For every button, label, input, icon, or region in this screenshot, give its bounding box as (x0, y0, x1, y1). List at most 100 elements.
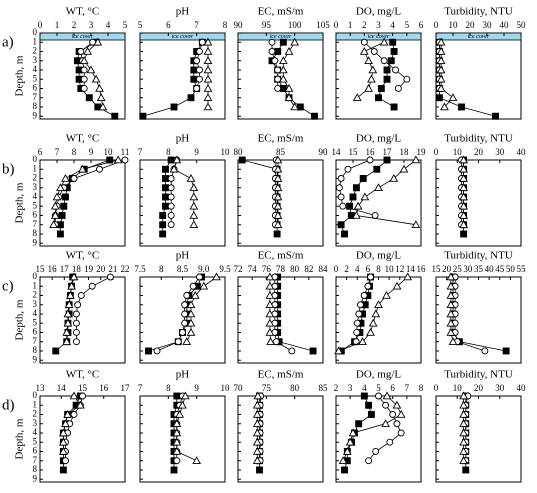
square-marker (352, 184, 360, 192)
circle-marker (274, 85, 282, 92)
x-tick-label: 95 (262, 20, 272, 30)
x-tick-label: 8 (166, 147, 171, 157)
triangle-marker (252, 400, 262, 409)
circle-marker (72, 338, 80, 346)
circle-marker (193, 57, 201, 65)
x-tick-label: 16 (48, 264, 58, 274)
square-marker (58, 212, 66, 219)
panel-title: pH (176, 133, 190, 145)
triangle-marker (436, 65, 446, 74)
ice-cover (139, 32, 226, 41)
plot-frame (139, 32, 226, 120)
plot-frame (39, 395, 126, 483)
circle-marker (79, 392, 86, 400)
panel-title: Turbidity, NTU (444, 133, 513, 145)
x-tick-label: 9 (89, 147, 94, 157)
triangle-marker (284, 83, 294, 92)
circle-marker (196, 273, 203, 281)
circle-marker (337, 193, 345, 201)
x-tick-label: 9 (194, 383, 199, 393)
triangle-marker (189, 192, 199, 201)
circle-marker (380, 57, 388, 65)
triangle-marker (189, 183, 199, 191)
triangle-marker (459, 155, 468, 164)
x-tick-label: 17 (60, 264, 70, 274)
panel-label: b) (2, 161, 15, 177)
triangle-marker (265, 281, 275, 290)
triangle-marker (61, 173, 70, 182)
plot-frame (139, 276, 226, 364)
triangle-marker (253, 391, 263, 400)
circle-marker (74, 301, 82, 309)
circle-marker (366, 156, 374, 164)
y-tick-label: 4 (33, 308, 38, 318)
square-marker (390, 48, 398, 55)
x-tick-label: 7 (138, 147, 143, 157)
x-tick-label: 8 (223, 20, 228, 30)
x-tick-label: 7 (194, 20, 199, 30)
y-tick-label: 9 (33, 473, 38, 483)
triangle-marker (278, 74, 288, 83)
x-tick-label: 105 (316, 20, 330, 30)
triangle-marker (50, 210, 60, 219)
triangle-marker (440, 102, 449, 111)
y-tick-label: 6 (33, 327, 38, 337)
triangle-marker (189, 210, 199, 219)
triangle-marker (203, 46, 213, 55)
x-tick-label: 4 (106, 20, 111, 30)
square-marker (341, 230, 348, 238)
y-tick-label: 2 (33, 290, 38, 300)
triangle-marker (459, 210, 468, 219)
panel-title: WT, °C (66, 369, 100, 381)
triangle-marker (290, 37, 300, 46)
triangle-marker (348, 428, 358, 437)
triangle-marker (50, 201, 60, 210)
square-marker (52, 347, 60, 355)
plot-frame (335, 276, 422, 364)
square-marker (60, 202, 68, 210)
circle-marker (70, 175, 78, 182)
triangle-marker (182, 337, 192, 345)
triangle-marker (459, 192, 468, 201)
triangle-marker (436, 56, 446, 64)
panel-title: EC, mS/m (258, 369, 304, 381)
y-tick-label: 2 (33, 173, 38, 183)
triangle-marker (374, 183, 383, 191)
x-tick-label: 100 (288, 20, 302, 30)
x-tick-label: 16 (417, 264, 427, 274)
triangle-marker (252, 428, 262, 437)
x-tick-label: 6 (366, 264, 371, 274)
y-tick-label: 1 (33, 36, 38, 46)
triangle-marker (353, 201, 363, 210)
x-tick-label: 8 (166, 383, 171, 393)
square-marker (309, 347, 317, 355)
y-tick-label: 4 (33, 427, 38, 437)
triangle-marker (392, 400, 402, 409)
x-tick-label: 6 (390, 383, 395, 393)
x-tick-label: 80 (234, 147, 244, 157)
x-tick-label: 8 (419, 383, 424, 393)
y-tick-label: 9 (33, 354, 38, 364)
y-tick-label: 3 (33, 299, 38, 309)
x-tick-label: 10 (221, 383, 231, 393)
circle-marker (393, 420, 401, 428)
triangle-marker (338, 456, 348, 464)
x-tick-label: 80 (290, 264, 300, 274)
triangle-marker (446, 272, 456, 281)
profile-line (277, 277, 314, 352)
plot-frame (435, 395, 522, 483)
triangle-marker (278, 56, 288, 64)
y-tick-label: 5 (33, 436, 38, 446)
triangle-marker (273, 220, 283, 228)
triangle-marker (273, 183, 283, 191)
x-tick-label: 20 (96, 264, 106, 274)
x-tick-label: 6 (419, 20, 424, 30)
x-tick-label: 16 (99, 383, 109, 393)
x-tick-label: 5 (123, 20, 128, 30)
circle-marker (288, 347, 296, 355)
square-marker (346, 202, 354, 210)
triangle-marker (79, 56, 89, 64)
triangle-marker (67, 281, 76, 290)
x-tick-label: 15 (78, 383, 88, 393)
circle-marker (198, 38, 206, 46)
